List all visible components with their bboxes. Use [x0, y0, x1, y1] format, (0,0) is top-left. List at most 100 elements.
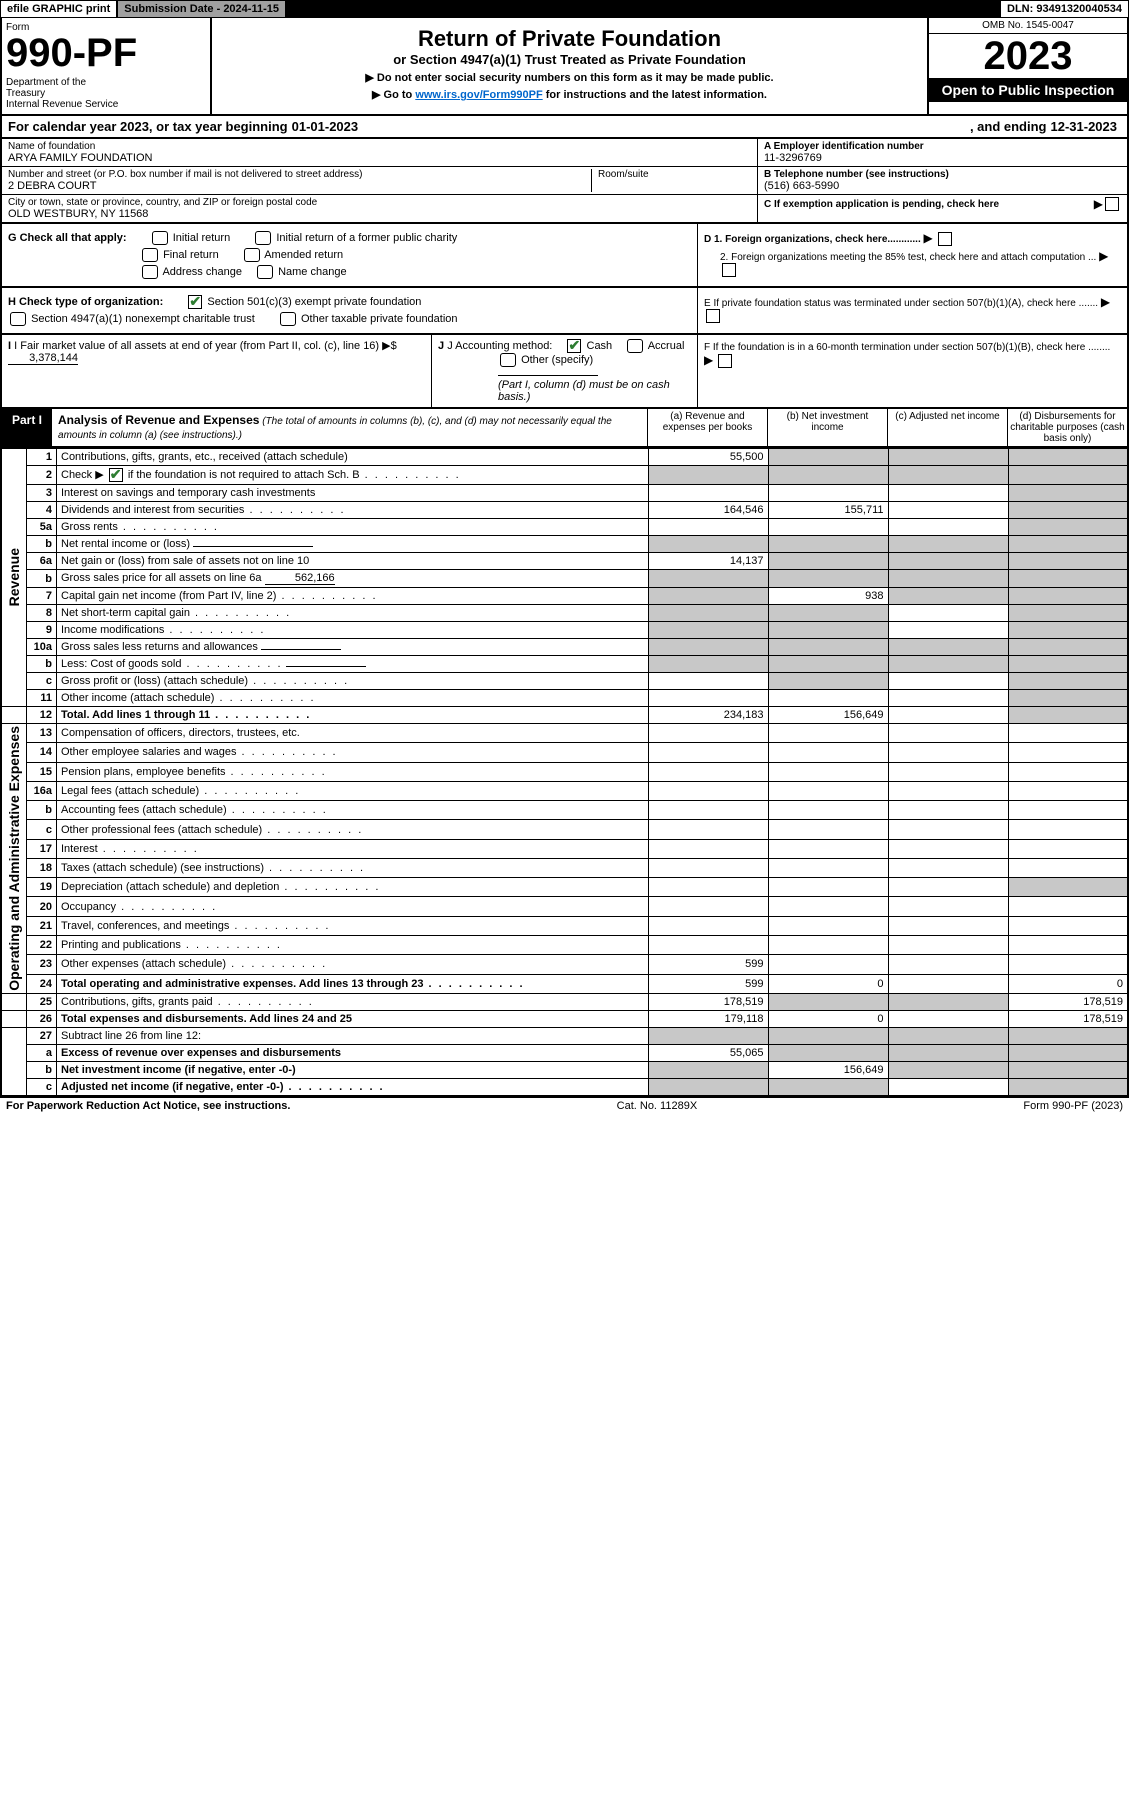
d1-row: D 1. Foreign organizations, check here..… [704, 231, 1121, 246]
arrow-icon: ▶ [1094, 197, 1103, 211]
col-d-header: (d) Disbursements for charitable purpose… [1007, 409, 1127, 446]
name-change-checkbox[interactable] [257, 265, 273, 279]
form-footer: Form 990-PF (2023) [1023, 1100, 1123, 1112]
row-21: 21Travel, conferences, and meetings [1, 916, 1128, 935]
row-27: 27Subtract line 26 from line 12: [1, 1027, 1128, 1044]
row-27a: aExcess of revenue over expenses and dis… [1, 1044, 1128, 1061]
other-taxable-checkbox[interactable] [280, 312, 296, 326]
row-3: 3Interest on savings and temporary cash … [1, 485, 1128, 502]
form-subtitle: or Section 4947(a)(1) Trust Treated as P… [220, 52, 919, 67]
fmv-value: 3,378,144 [8, 352, 78, 365]
part1-label: Part I [2, 409, 52, 446]
row-22: 22Printing and publications [1, 936, 1128, 955]
row-2: 2Check ▶ if the foundation is not requir… [1, 466, 1128, 485]
row-25: 25Contributions, gifts, grants paid178,5… [1, 993, 1128, 1010]
initial-return-checkbox[interactable] [152, 231, 168, 245]
row-15: 15Pension plans, employee benefits [1, 762, 1128, 781]
row-14: 14Other employee salaries and wages [1, 743, 1128, 762]
note-goto: ▶ Go to www.irs.gov/Form990PF for instru… [220, 88, 919, 101]
row-26: 26Total expenses and disbursements. Add … [1, 1010, 1128, 1027]
revenue-sidebar: Revenue [6, 548, 22, 606]
row-19: 19Depreciation (attach schedule) and dep… [1, 878, 1128, 897]
initial-former-checkbox[interactable] [255, 231, 271, 245]
col-c-header: (c) Adjusted net income [887, 409, 1007, 446]
row-11: 11Other income (attach schedule) [1, 690, 1128, 707]
4947-checkbox[interactable] [10, 312, 26, 326]
row-13: Operating and Administrative Expenses 13… [1, 724, 1128, 743]
exemption-checkbox[interactable] [1105, 197, 1119, 211]
d2-checkbox[interactable] [722, 263, 736, 277]
city: OLD WESTBURY, NY 11568 [8, 208, 751, 220]
room-label: Room/suite [598, 169, 751, 180]
telephone-row: B Telephone number (see instructions) (5… [758, 167, 1127, 195]
year-block: OMB No. 1545-0047 2023 Open to Public In… [927, 18, 1127, 114]
row-9: 9Income modifications [1, 622, 1128, 639]
form-title: Return of Private Foundation [220, 26, 919, 52]
row-8: 8Net short-term capital gain [1, 605, 1128, 622]
row-16b: bAccounting fees (attach schedule) [1, 801, 1128, 820]
g-row: G Check all that apply: Initial return I… [8, 231, 691, 245]
check-g-d-block: G Check all that apply: Initial return I… [0, 224, 1129, 288]
d2-row: 2. Foreign organizations meeting the 85%… [704, 249, 1121, 277]
footer: For Paperwork Reduction Act Notice, see … [0, 1097, 1129, 1114]
note-ssn: ▶ Do not enter social security numbers o… [220, 71, 919, 84]
check-h-e-block: H Check type of organization: Section 50… [0, 288, 1129, 335]
paperwork-notice: For Paperwork Reduction Act Notice, see … [6, 1100, 290, 1112]
row-12: 12Total. Add lines 1 through 11234,18315… [1, 707, 1128, 724]
cat-no: Cat. No. 11289X [617, 1100, 698, 1112]
f-checkbox[interactable] [718, 354, 732, 368]
e-checkbox[interactable] [706, 309, 720, 323]
row-16a: 16aLegal fees (attach schedule) [1, 781, 1128, 800]
row-10a: 10aGross sales less returns and allowanc… [1, 639, 1128, 656]
row-23: 23Other expenses (attach schedule)599 [1, 955, 1128, 974]
schb-checkbox[interactable] [109, 468, 123, 482]
efile-label[interactable]: efile GRAPHIC print [0, 0, 117, 18]
row-1: Revenue 1Contributions, gifts, grants, e… [1, 449, 1128, 466]
row-4: 4Dividends and interest from securities1… [1, 502, 1128, 519]
calendar-year-row: For calendar year 2023, or tax year begi… [0, 116, 1129, 139]
i-j-f-block: I I Fair market value of all assets at e… [0, 335, 1129, 409]
row-18: 18Taxes (attach schedule) (see instructi… [1, 858, 1128, 877]
501c3-checkbox[interactable] [188, 295, 202, 309]
expenses-sidebar: Operating and Administrative Expenses [6, 726, 22, 991]
address: 2 DEBRA COURT [8, 180, 591, 192]
other-method-checkbox[interactable] [500, 353, 516, 367]
row-10b: bLess: Cost of goods sold [1, 656, 1128, 673]
e-row: E If private foundation status was termi… [704, 295, 1121, 323]
row-10c: cGross profit or (loss) (attach schedule… [1, 673, 1128, 690]
row-7: 7Capital gain net income (from Part IV, … [1, 588, 1128, 605]
row-5a: 5aGross rents [1, 519, 1128, 536]
row-24: 24Total operating and administrative exp… [1, 974, 1128, 993]
row-16c: cOther professional fees (attach schedul… [1, 820, 1128, 839]
foundation-name-row: Name of foundation ARYA FAMILY FOUNDATIO… [2, 139, 757, 167]
row-17: 17Interest [1, 839, 1128, 858]
irs-link[interactable]: www.irs.gov/Form990PF [415, 89, 542, 101]
city-row: City or town, state or province, country… [2, 195, 757, 222]
form-id-block: Form 990-PF Department of theTreasuryInt… [2, 18, 212, 114]
address-change-checkbox[interactable] [142, 265, 158, 279]
top-bar: efile GRAPHIC print Submission Date - 20… [0, 0, 1129, 18]
amended-return-checkbox[interactable] [244, 248, 260, 262]
row-5b: bNet rental income or (loss) [1, 536, 1128, 553]
telephone: (516) 663-5990 [764, 180, 1121, 192]
row-6a: 6aNet gain or (loss) from sale of assets… [1, 553, 1128, 570]
dept-label: Department of theTreasuryInternal Revenu… [6, 77, 206, 110]
address-row: Number and street (or P.O. box number if… [2, 167, 757, 195]
form-header: Form 990-PF Department of theTreasuryInt… [0, 18, 1129, 116]
dln-label: DLN: 93491320040534 [1000, 0, 1129, 18]
foundation-name: ARYA FAMILY FOUNDATION [8, 152, 751, 164]
d1-checkbox[interactable] [938, 232, 952, 246]
cash-checkbox[interactable] [567, 339, 581, 353]
final-return-checkbox[interactable] [142, 248, 158, 262]
tax-year-end: 12-31-2023 [1051, 119, 1118, 134]
row-27b: bNet investment income (if negative, ent… [1, 1061, 1128, 1078]
row-27c: cAdjusted net income (if negative, enter… [1, 1078, 1128, 1096]
part1-table: Revenue 1Contributions, gifts, grants, e… [0, 448, 1129, 1097]
part1-header: Part I Analysis of Revenue and Expenses … [0, 409, 1129, 448]
name-address-block: Name of foundation ARYA FAMILY FOUNDATIO… [0, 139, 1129, 224]
row-6b: bGross sales price for all assets on lin… [1, 570, 1128, 588]
row-20: 20Occupancy [1, 897, 1128, 916]
open-public: Open to Public Inspection [929, 78, 1127, 102]
ein: 11-3296769 [764, 152, 1121, 164]
accrual-checkbox[interactable] [627, 339, 643, 353]
